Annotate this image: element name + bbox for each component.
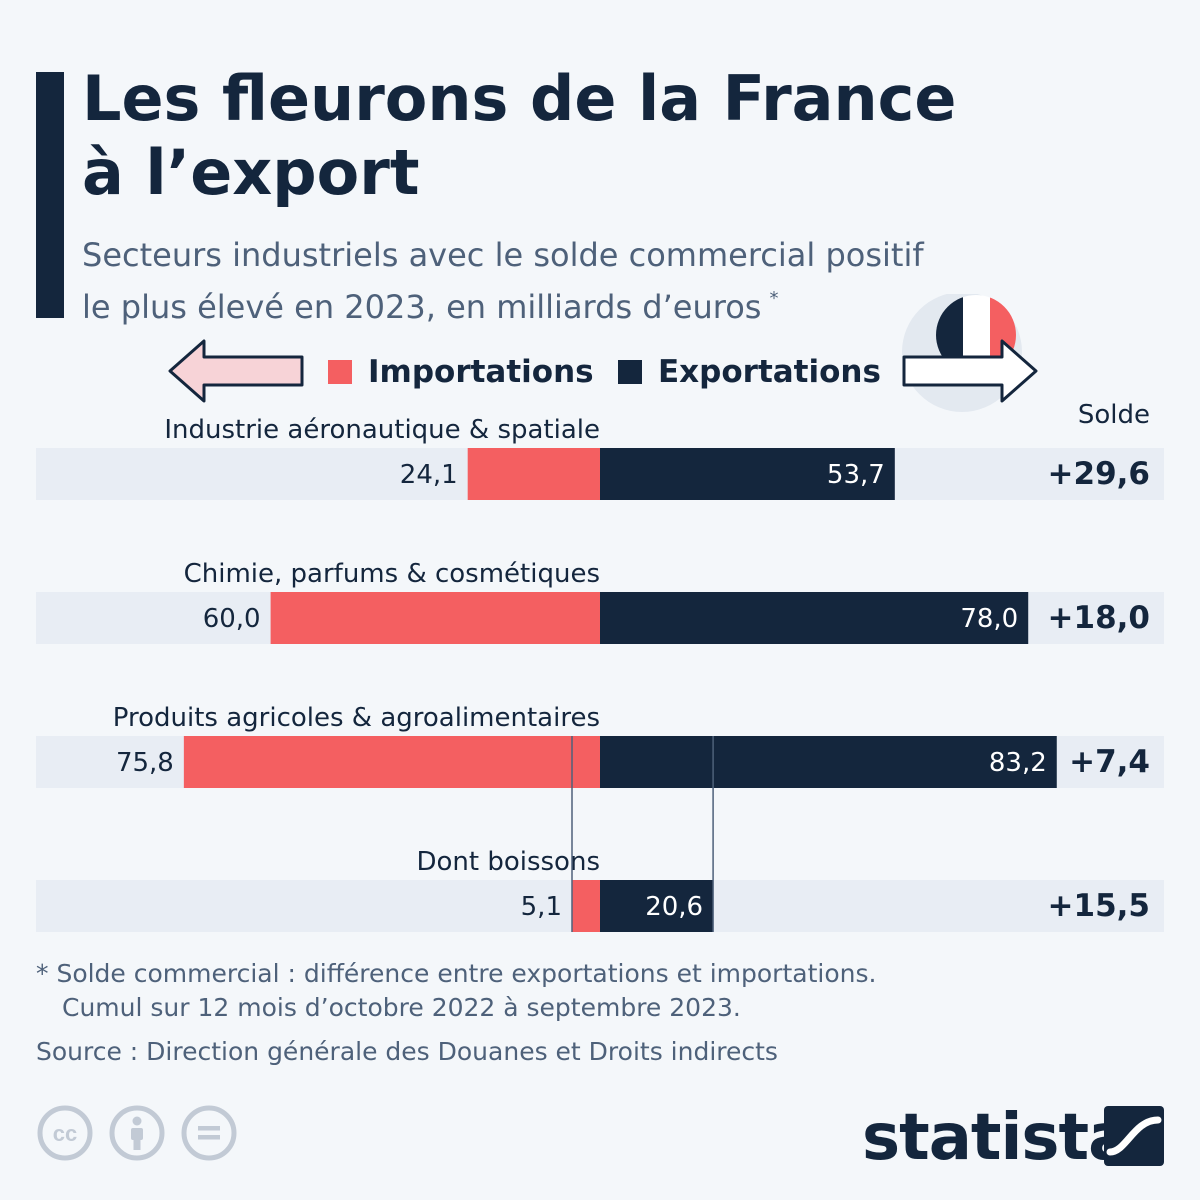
solde-value: +18,0 bbox=[1048, 600, 1150, 636]
footnote-line-2: Cumul sur 12 mois d’octobre 2022 à septe… bbox=[62, 993, 741, 1022]
legend-exports: Exportations bbox=[618, 354, 881, 390]
imports-arrow-icon bbox=[168, 339, 304, 403]
exports-arrow-icon bbox=[902, 339, 1038, 403]
legend-imports-label: Importations bbox=[368, 354, 594, 390]
statista-logo-icon bbox=[1104, 1106, 1164, 1166]
solde-value: +7,4 bbox=[1069, 744, 1150, 780]
category-label: Dont boissons bbox=[416, 847, 600, 877]
legend-exports-swatch bbox=[618, 360, 642, 384]
legend-imports-swatch bbox=[328, 360, 352, 384]
solde-value: +29,6 bbox=[1048, 456, 1150, 492]
bar-imports bbox=[572, 880, 600, 932]
bar-track bbox=[36, 880, 1164, 932]
source-note: Source : Direction générale des Douanes … bbox=[36, 1037, 778, 1066]
subtitle-asterisk: * bbox=[769, 288, 779, 309]
no-derivatives-icon bbox=[181, 1105, 237, 1161]
legend-imports: Importations bbox=[328, 354, 594, 390]
exports-value-label: 83,2 bbox=[989, 748, 1047, 778]
bar-imports bbox=[270, 592, 600, 644]
svg-text:cc: cc bbox=[53, 1121, 77, 1146]
bar-exports bbox=[600, 448, 895, 500]
category-label: Industrie aéronautique & spatiale bbox=[164, 415, 600, 445]
bar-exports bbox=[600, 880, 714, 932]
page-title: Les fleurons de la France à l’export bbox=[82, 62, 956, 210]
footnote: * Solde commercial : différence entre ex… bbox=[36, 957, 876, 1025]
bar-imports bbox=[183, 736, 600, 788]
subtitle-line-2-text: le plus élevé en 2023, en milliards d’eu… bbox=[82, 288, 762, 326]
footnote-line-1: * Solde commercial : différence entre ex… bbox=[36, 959, 877, 988]
title-line-1: Les fleurons de la France bbox=[82, 62, 957, 135]
bar-track bbox=[36, 736, 1164, 788]
subtitle-line-2: le plus élevé en 2023, en milliards d’eu… bbox=[82, 277, 924, 329]
bar-exports bbox=[600, 736, 1057, 788]
category-label: Chimie, parfums & cosmétiques bbox=[184, 559, 600, 589]
cc-icon: cc bbox=[37, 1105, 93, 1161]
imports-value-label: 5,1 bbox=[521, 892, 562, 922]
exports-value-label: 78,0 bbox=[960, 604, 1018, 634]
title-line-2: à l’export bbox=[82, 136, 420, 209]
bar-exports bbox=[600, 592, 1029, 644]
subtitle: Secteurs industriels avec le solde comme… bbox=[82, 233, 924, 329]
imports-value-label: 24,1 bbox=[400, 460, 458, 490]
solde-header: Solde bbox=[1077, 400, 1150, 430]
legend-exports-label: Exportations bbox=[658, 354, 881, 390]
title-accent-bar bbox=[36, 72, 64, 318]
category-label: Produits agricoles & agroalimentaires bbox=[113, 703, 600, 733]
exports-value-label: 20,6 bbox=[645, 892, 703, 922]
attribution-icon bbox=[109, 1105, 165, 1161]
exports-value-label: 53,7 bbox=[827, 460, 885, 490]
bar-imports bbox=[467, 448, 600, 500]
statista-logo-text: statista bbox=[862, 1101, 1131, 1175]
subtitle-line-1: Secteurs industriels avec le solde comme… bbox=[82, 236, 924, 274]
bar-track bbox=[36, 448, 1164, 500]
imports-value-label: 75,8 bbox=[116, 748, 174, 778]
solde-value: +15,5 bbox=[1048, 888, 1150, 924]
imports-value-label: 60,0 bbox=[203, 604, 261, 634]
bar-track bbox=[36, 592, 1164, 644]
